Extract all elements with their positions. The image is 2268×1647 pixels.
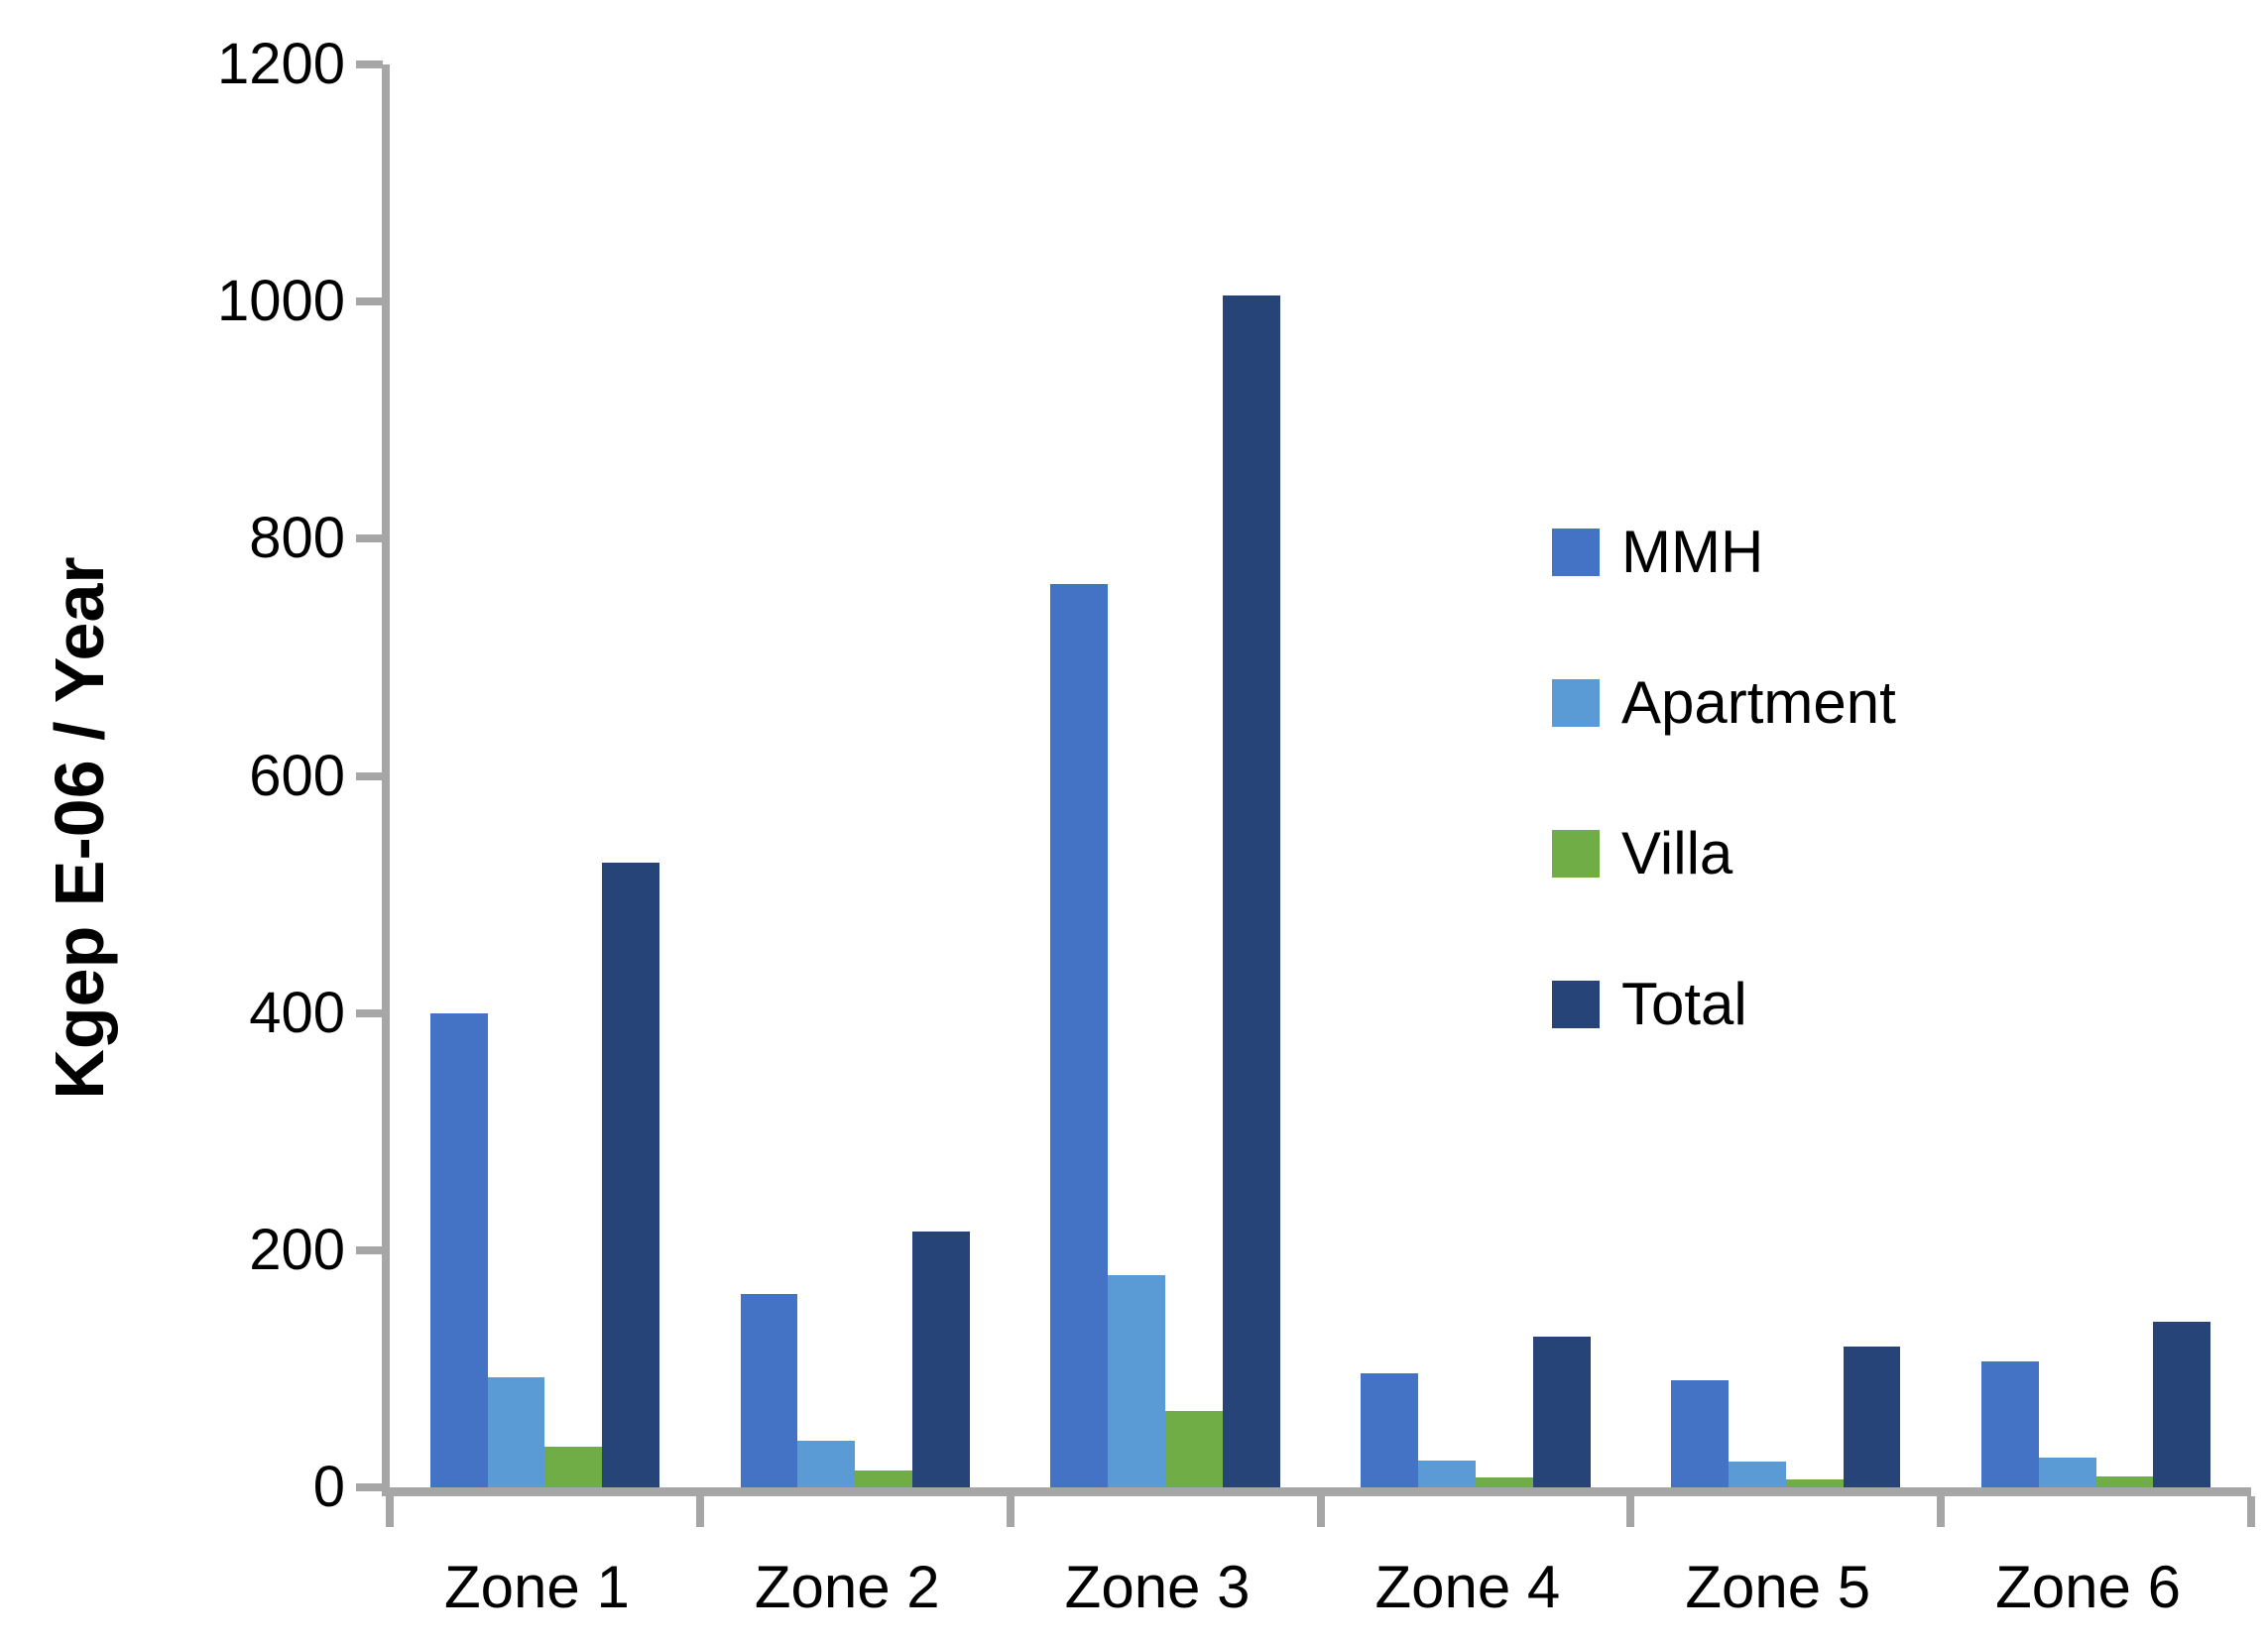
y-tick-mark-1200 [356,60,383,68]
y-tick-mark-200 [356,1245,383,1254]
y-tick-label: 1200 [216,32,345,96]
legend-label-mmh: MMH [1621,519,1764,585]
x-tick-mark [1006,1496,1015,1527]
bar-zone1-villa [544,1447,603,1487]
bar-zone2-total [912,1231,970,1487]
bar-zone6-villa [2095,1476,2154,1487]
bar-group-zone1 [390,64,700,1487]
x-label-zone2: Zone 2 [754,1554,940,1620]
x-tick-mark [1937,1496,1946,1527]
bar-group-zone2 [700,64,1011,1487]
legend-label-villa: Villa [1621,820,1733,886]
y-tick-mark-800 [356,534,383,543]
y-tick-mark-1000 [356,297,383,306]
legend-label-apartment: Apartment [1621,669,1896,736]
bar-zone4-villa [1475,1477,1533,1487]
y-tick-mark-400 [356,1008,383,1017]
y-tick-label: 200 [249,1217,345,1282]
x-tick-mark [1316,1496,1325,1527]
bar-zone5-villa [1785,1478,1844,1487]
bar-zone5-mmh [1671,1380,1729,1487]
bar-zone3-villa [1165,1411,1223,1487]
bar-group-zone3 [1011,64,1321,1487]
bar-group-zone6 [1941,64,2251,1487]
legend-swatch-mmh [1552,529,1600,576]
x-tick-mark [386,1496,394,1527]
legend: MMH Apartment Villa Total [1552,518,1896,1120]
legend-swatch-villa [1552,830,1600,878]
bar-zone1-apartment [487,1376,545,1487]
y-tick-label: 400 [249,980,345,1045]
bars-container [390,64,2251,1487]
legend-swatch-apartment [1552,679,1600,727]
bar-zone4-mmh [1361,1373,1419,1487]
y-tick-mark-0 [356,1483,383,1491]
bar-zone6-apartment [2038,1458,2096,1487]
x-tick-mark [2247,1496,2255,1527]
x-label-zone6: Zone 6 [1995,1554,2181,1620]
bar-zone3-total [1222,295,1280,1487]
legend-item-total: Total [1552,970,1896,1039]
legend-swatch-total [1552,981,1600,1028]
y-tick-label: 0 [312,1455,345,1519]
y-tick-label: 600 [249,743,345,808]
legend-item-apartment: Apartment [1552,668,1896,738]
bar-zone6-total [2153,1321,2211,1487]
bar-zone3-mmh [1050,583,1109,1487]
bar-zone4-apartment [1418,1460,1476,1487]
bar-zone2-villa [855,1471,913,1487]
bar-zone6-mmh [1980,1361,2039,1487]
y-tick-label: 800 [249,506,345,571]
bar-zone5-total [1843,1346,1901,1487]
x-label-zone3: Zone 3 [1064,1554,1251,1620]
x-axis-labels: Zone 1 Zone 2 Zone 3 Zone 4 Zone 5 Zone … [382,1555,2243,1620]
y-tick-mark-600 [356,771,383,780]
x-label-zone4: Zone 4 [1374,1554,1561,1620]
y-tick-label: 1000 [216,269,345,334]
x-tick-mark [1626,1496,1635,1527]
bar-group-zone5 [1630,64,1941,1487]
bar-zone1-mmh [429,1012,488,1487]
bar-zone1-total [602,862,660,1487]
bar-zone2-mmh [740,1294,798,1487]
plot-area: 1200 1000 800 600 400 200 0 [217,36,2255,1527]
x-label-zone5: Zone 5 [1685,1554,1871,1620]
legend-item-mmh: MMH [1552,518,1896,587]
bar-zone3-apartment [1108,1274,1166,1487]
bar-zone2-apartment [797,1441,856,1487]
x-tick-mark [695,1496,704,1527]
bar-group-zone4 [1320,64,1630,1487]
x-label-zone1: Zone 1 [444,1554,630,1620]
legend-label-total: Total [1621,971,1747,1037]
bar-zone4-total [1532,1337,1591,1487]
legend-item-villa: Villa [1552,819,1896,888]
bar-zone5-apartment [1728,1461,1786,1487]
